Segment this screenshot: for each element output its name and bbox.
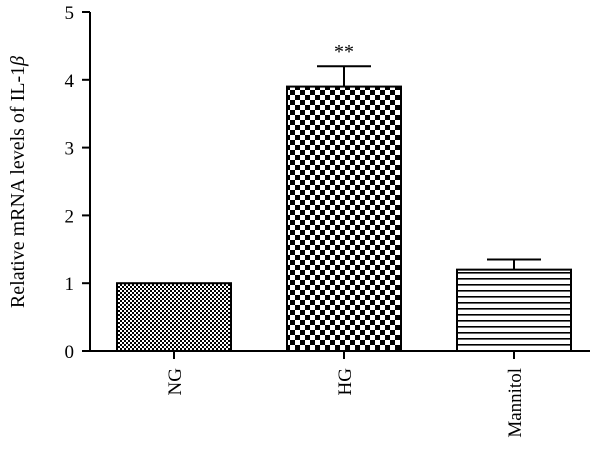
y-tick-label: 2 xyxy=(65,206,75,227)
y-axis: 0 1 2 3 4 5 xyxy=(65,3,91,363)
y-axis-label: Relative mRNA levels of IL-1β xyxy=(7,56,29,308)
bar-mannitol xyxy=(456,268,572,353)
significance-annotation: ** xyxy=(334,41,354,63)
y-tick-label: 4 xyxy=(65,71,75,92)
bar-ng xyxy=(116,282,232,353)
labels: NG ** HG Mannitol xyxy=(165,41,526,437)
x-axis xyxy=(90,350,590,359)
bars xyxy=(116,65,572,353)
y-tick-label: 5 xyxy=(65,3,75,24)
x-tick-label: NG xyxy=(165,368,186,396)
bar-hg xyxy=(286,85,402,353)
x-tick-label: HG xyxy=(335,368,356,396)
y-axis-label-text: Relative mRNA levels of IL-1 xyxy=(7,66,29,308)
y-axis-label-symbol: β xyxy=(7,56,29,67)
y-tick-label: 1 xyxy=(65,274,75,295)
y-tick-label: 3 xyxy=(65,139,75,160)
y-tick-label: 0 xyxy=(65,342,75,363)
x-tick-label: Mannitol xyxy=(505,368,526,438)
